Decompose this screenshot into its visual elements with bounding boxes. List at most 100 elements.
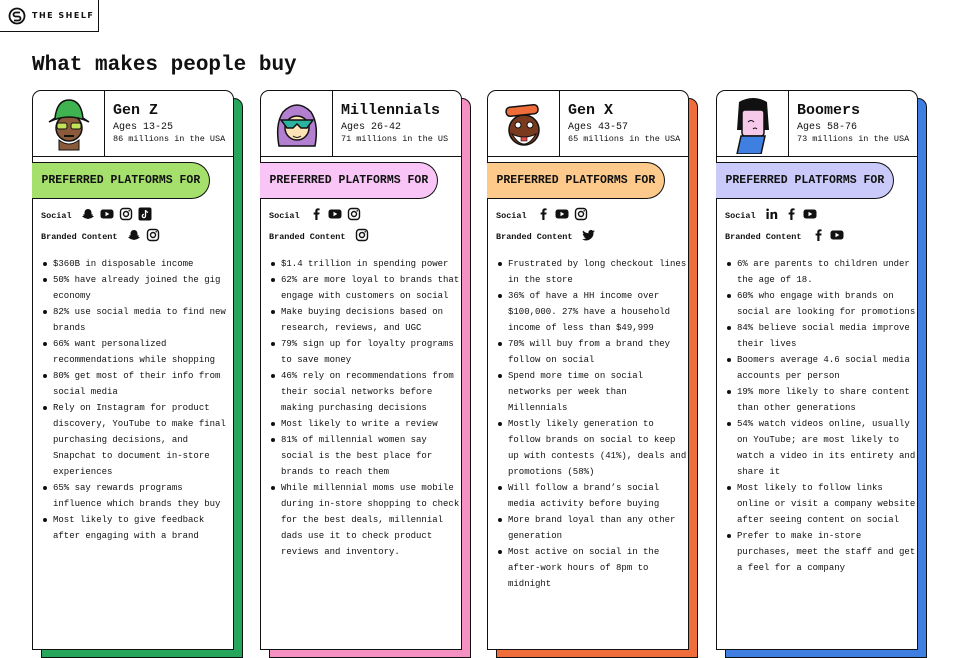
fact: Rely on Instagram for product discovery,… xyxy=(41,400,233,480)
platform-icon[interactable] xyxy=(127,228,141,245)
icon-snap xyxy=(81,209,94,219)
fact: Most active on social in the after-work … xyxy=(496,544,688,592)
platform-icon[interactable] xyxy=(830,228,844,245)
platform-icon[interactable] xyxy=(146,228,160,245)
fact: $360B in disposable income xyxy=(41,256,233,272)
fact: While millennial moms use mobile during … xyxy=(269,480,461,560)
fact: 54% watch videos online, usually on YouT… xyxy=(725,416,917,480)
platform-icon[interactable] xyxy=(765,207,779,224)
card-header: Millennials Ages 26-42 71 millions in the … xyxy=(261,91,461,157)
card-header: Gen X Ages 43-57 65 millions in the USA xyxy=(488,91,688,157)
avatar xyxy=(488,91,560,156)
avatar-art xyxy=(48,99,90,151)
icon-fb xyxy=(815,229,822,241)
platform-row-label: Branded Content xyxy=(496,231,573,242)
platform-icon[interactable] xyxy=(81,207,95,224)
fact: More brand loyal than any other generati… xyxy=(496,512,688,544)
age-range: Ages 26-42 xyxy=(341,122,402,133)
platform-row: Branded Content xyxy=(496,228,596,245)
icon-fb xyxy=(540,208,547,220)
platform-icon[interactable] xyxy=(803,207,817,224)
platform-icon[interactable] xyxy=(119,207,133,224)
platform-icon[interactable] xyxy=(138,207,152,224)
fact: Spend more time on social networks per w… xyxy=(496,368,688,416)
age-range: Ages 43-57 xyxy=(568,122,629,133)
platform-icon[interactable] xyxy=(574,207,588,224)
platform-icon[interactable] xyxy=(355,228,369,245)
fact: Make buying decisions based on research,… xyxy=(269,304,461,336)
fact: 46% rely on recommendations from their s… xyxy=(269,368,461,416)
logo-text: THE SHELF xyxy=(32,11,95,20)
population: 65 millions in the USA xyxy=(568,134,681,144)
platform-row-label: Branded Content xyxy=(269,231,346,242)
icon-yt xyxy=(328,209,342,219)
generation-name: Gen X xyxy=(568,102,614,119)
icon-yt xyxy=(803,209,817,219)
platform-row-label: Social xyxy=(269,210,300,221)
generation-name: Gen Z xyxy=(113,102,159,119)
fact: 81% of millennial women say social is th… xyxy=(269,432,461,480)
fact: 66% want personalized recommendations wh… xyxy=(41,336,233,368)
population: 73 millions in the USA xyxy=(797,134,910,144)
platform-icon[interactable] xyxy=(555,207,569,224)
avatar-art xyxy=(276,104,318,147)
fact: Prefer to make in-store purchases, meet … xyxy=(725,528,917,576)
platforms-pill: PREFERRED PLATFORMS FOR xyxy=(31,162,210,199)
avatar xyxy=(33,91,105,156)
platform-icon[interactable] xyxy=(328,207,342,224)
icon-fb xyxy=(788,208,795,220)
platform-row: Branded Content xyxy=(41,228,160,245)
platform-row-label: Branded Content xyxy=(725,231,802,242)
platform-row: Branded Content xyxy=(725,228,844,245)
fact: 70% will buy from a brand they follow on… xyxy=(496,336,688,368)
population: 86 millions in the USA xyxy=(113,134,226,144)
icon-li xyxy=(765,208,777,219)
fact: 84% believe social media improve their l… xyxy=(725,320,917,352)
platform-row-label: Social xyxy=(41,210,72,221)
platform-row: Social xyxy=(269,207,361,224)
fact: Mostly likely generation to follow brand… xyxy=(496,416,688,480)
fact: Boomers average 4.6 social media account… xyxy=(725,352,917,384)
fact: 65% say rewards programs influence which… xyxy=(41,480,233,512)
icon-ig xyxy=(347,207,360,221)
avatar xyxy=(717,91,789,156)
logo-icon xyxy=(8,7,26,24)
platform-icon[interactable] xyxy=(784,207,798,224)
platforms-pill: PREFERRED PLATFORMS FOR xyxy=(486,162,665,199)
fact: 62% are more loyal to brands that engage… xyxy=(269,272,461,304)
platform-icon[interactable] xyxy=(347,207,361,224)
icon-ig xyxy=(355,228,368,242)
fact: 82% use social media to find new brands xyxy=(41,304,233,336)
platform-row: Social xyxy=(41,207,152,224)
fact-list: $360B in disposable income 50% have alrea… xyxy=(41,256,229,544)
fact-list: Frustrated by long checkout lines in the… xyxy=(496,256,686,592)
fact: $1.4 trillion in spending power xyxy=(269,256,461,272)
fact: Most likely to write a review xyxy=(269,416,461,432)
fact: Most likely to follow links online or vi… xyxy=(725,480,917,528)
icon-snap xyxy=(127,230,140,240)
fact: Will follow a brand’s social media activ… xyxy=(496,480,688,512)
generation-name: Boomers xyxy=(797,102,861,119)
fact: 19% more likely to share content than ot… xyxy=(725,384,917,416)
platform-icon[interactable] xyxy=(811,228,825,245)
platform-row-label: Social xyxy=(725,210,756,221)
icon-ig xyxy=(146,228,159,242)
fact: 80% get most of their info from social m… xyxy=(41,368,233,400)
age-range: Ages 13-25 xyxy=(113,122,174,133)
platform-icon[interactable] xyxy=(309,207,323,224)
icon-fb xyxy=(313,208,320,220)
fact: 6% are parents to children under the age… xyxy=(725,256,917,288)
avatar-art xyxy=(736,98,769,154)
platform-icon[interactable] xyxy=(581,228,596,245)
avatar-art xyxy=(505,103,540,146)
fact: 50% have already joined the gig economy xyxy=(41,272,233,304)
logo[interactable]: THE SHELF xyxy=(0,0,99,32)
platform-icon[interactable] xyxy=(536,207,550,224)
fact-list: $1.4 trillion in spending power 62% are m… xyxy=(269,256,459,560)
card: Millennials Ages 26-42 71 millions in the … xyxy=(259,90,462,650)
platforms-pill: PREFERRED PLATFORMS FOR xyxy=(715,162,894,199)
card: Boomers Ages 58-76 73 millions in the USA P… xyxy=(715,90,918,650)
avatar xyxy=(261,91,333,156)
platform-icon[interactable] xyxy=(100,207,114,224)
fact: 36% of have a HH income over $100,000. 2… xyxy=(496,288,688,336)
